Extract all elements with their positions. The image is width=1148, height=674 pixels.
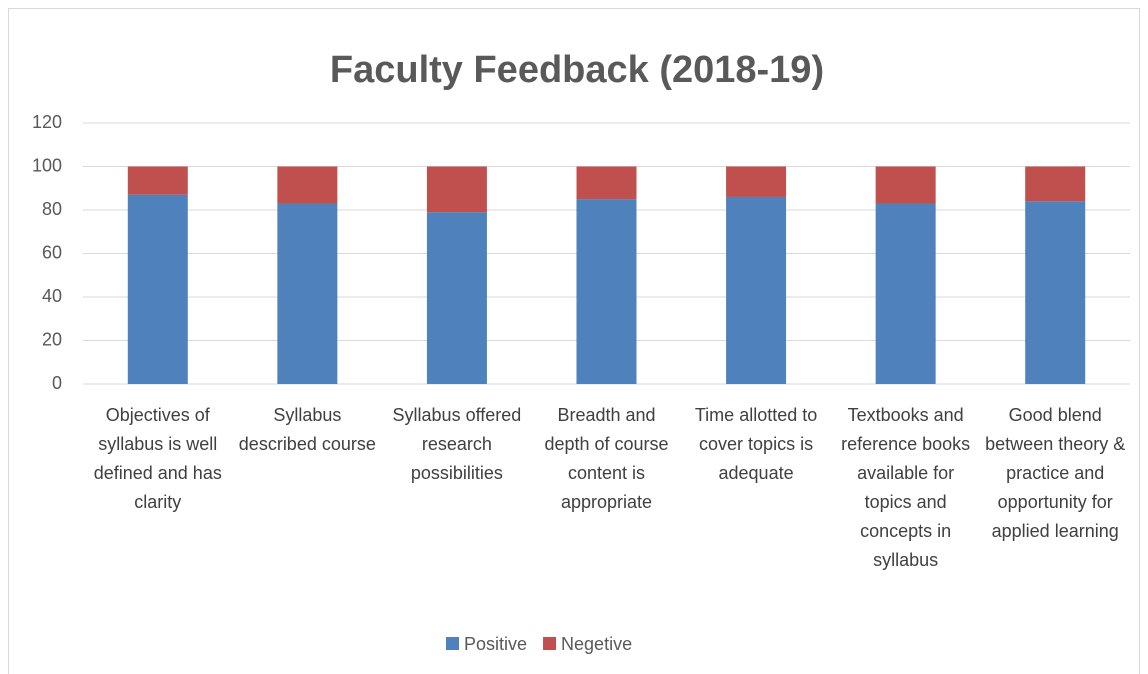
y-tick-label: 120 — [32, 112, 62, 132]
bar-segment — [426, 166, 487, 213]
bar-segment — [875, 203, 936, 384]
bar-segment — [277, 166, 338, 204]
bar-segment — [1025, 201, 1086, 384]
y-tick-label: 0 — [52, 373, 62, 393]
bar-segment — [277, 203, 338, 384]
bar-segment — [127, 166, 188, 195]
chart-title: Faculty Feedback (2018-19) — [330, 49, 824, 91]
x-tick-label: Syllabus described course — [238, 405, 376, 454]
bar-segment — [576, 166, 637, 200]
legend-swatch — [543, 637, 557, 650]
bar-segment — [1025, 166, 1086, 202]
bar-segment — [875, 166, 936, 204]
bar-segment — [576, 199, 637, 384]
chart-border — [8, 8, 1140, 674]
bar-segment — [726, 196, 787, 384]
legend-label: Negetive — [561, 634, 632, 654]
legend-swatch — [446, 637, 459, 650]
y-tick-label: 80 — [42, 199, 62, 219]
x-tick-label: Textbooks and reference books available … — [841, 405, 971, 570]
legend-label: Positive — [464, 634, 527, 654]
x-tick-label: Time allotted to cover topics is adequat… — [694, 405, 818, 483]
bar-segment — [426, 212, 487, 384]
y-tick-label: 40 — [42, 286, 62, 306]
x-tick-label: Breadth and depth of course content is a… — [544, 405, 669, 512]
bar-segment — [726, 166, 787, 197]
x-tick-label: Syllabus offered research possibilities — [392, 405, 522, 483]
y-tick-label: 60 — [42, 242, 62, 262]
x-tick-label: Objectives of syllabus is well defined a… — [93, 405, 222, 512]
x-tick-label: Good blend between theory & practice and… — [985, 405, 1126, 541]
y-tick-label: 20 — [42, 329, 62, 349]
y-tick-label: 100 — [32, 155, 62, 175]
bar-segment — [127, 194, 188, 384]
